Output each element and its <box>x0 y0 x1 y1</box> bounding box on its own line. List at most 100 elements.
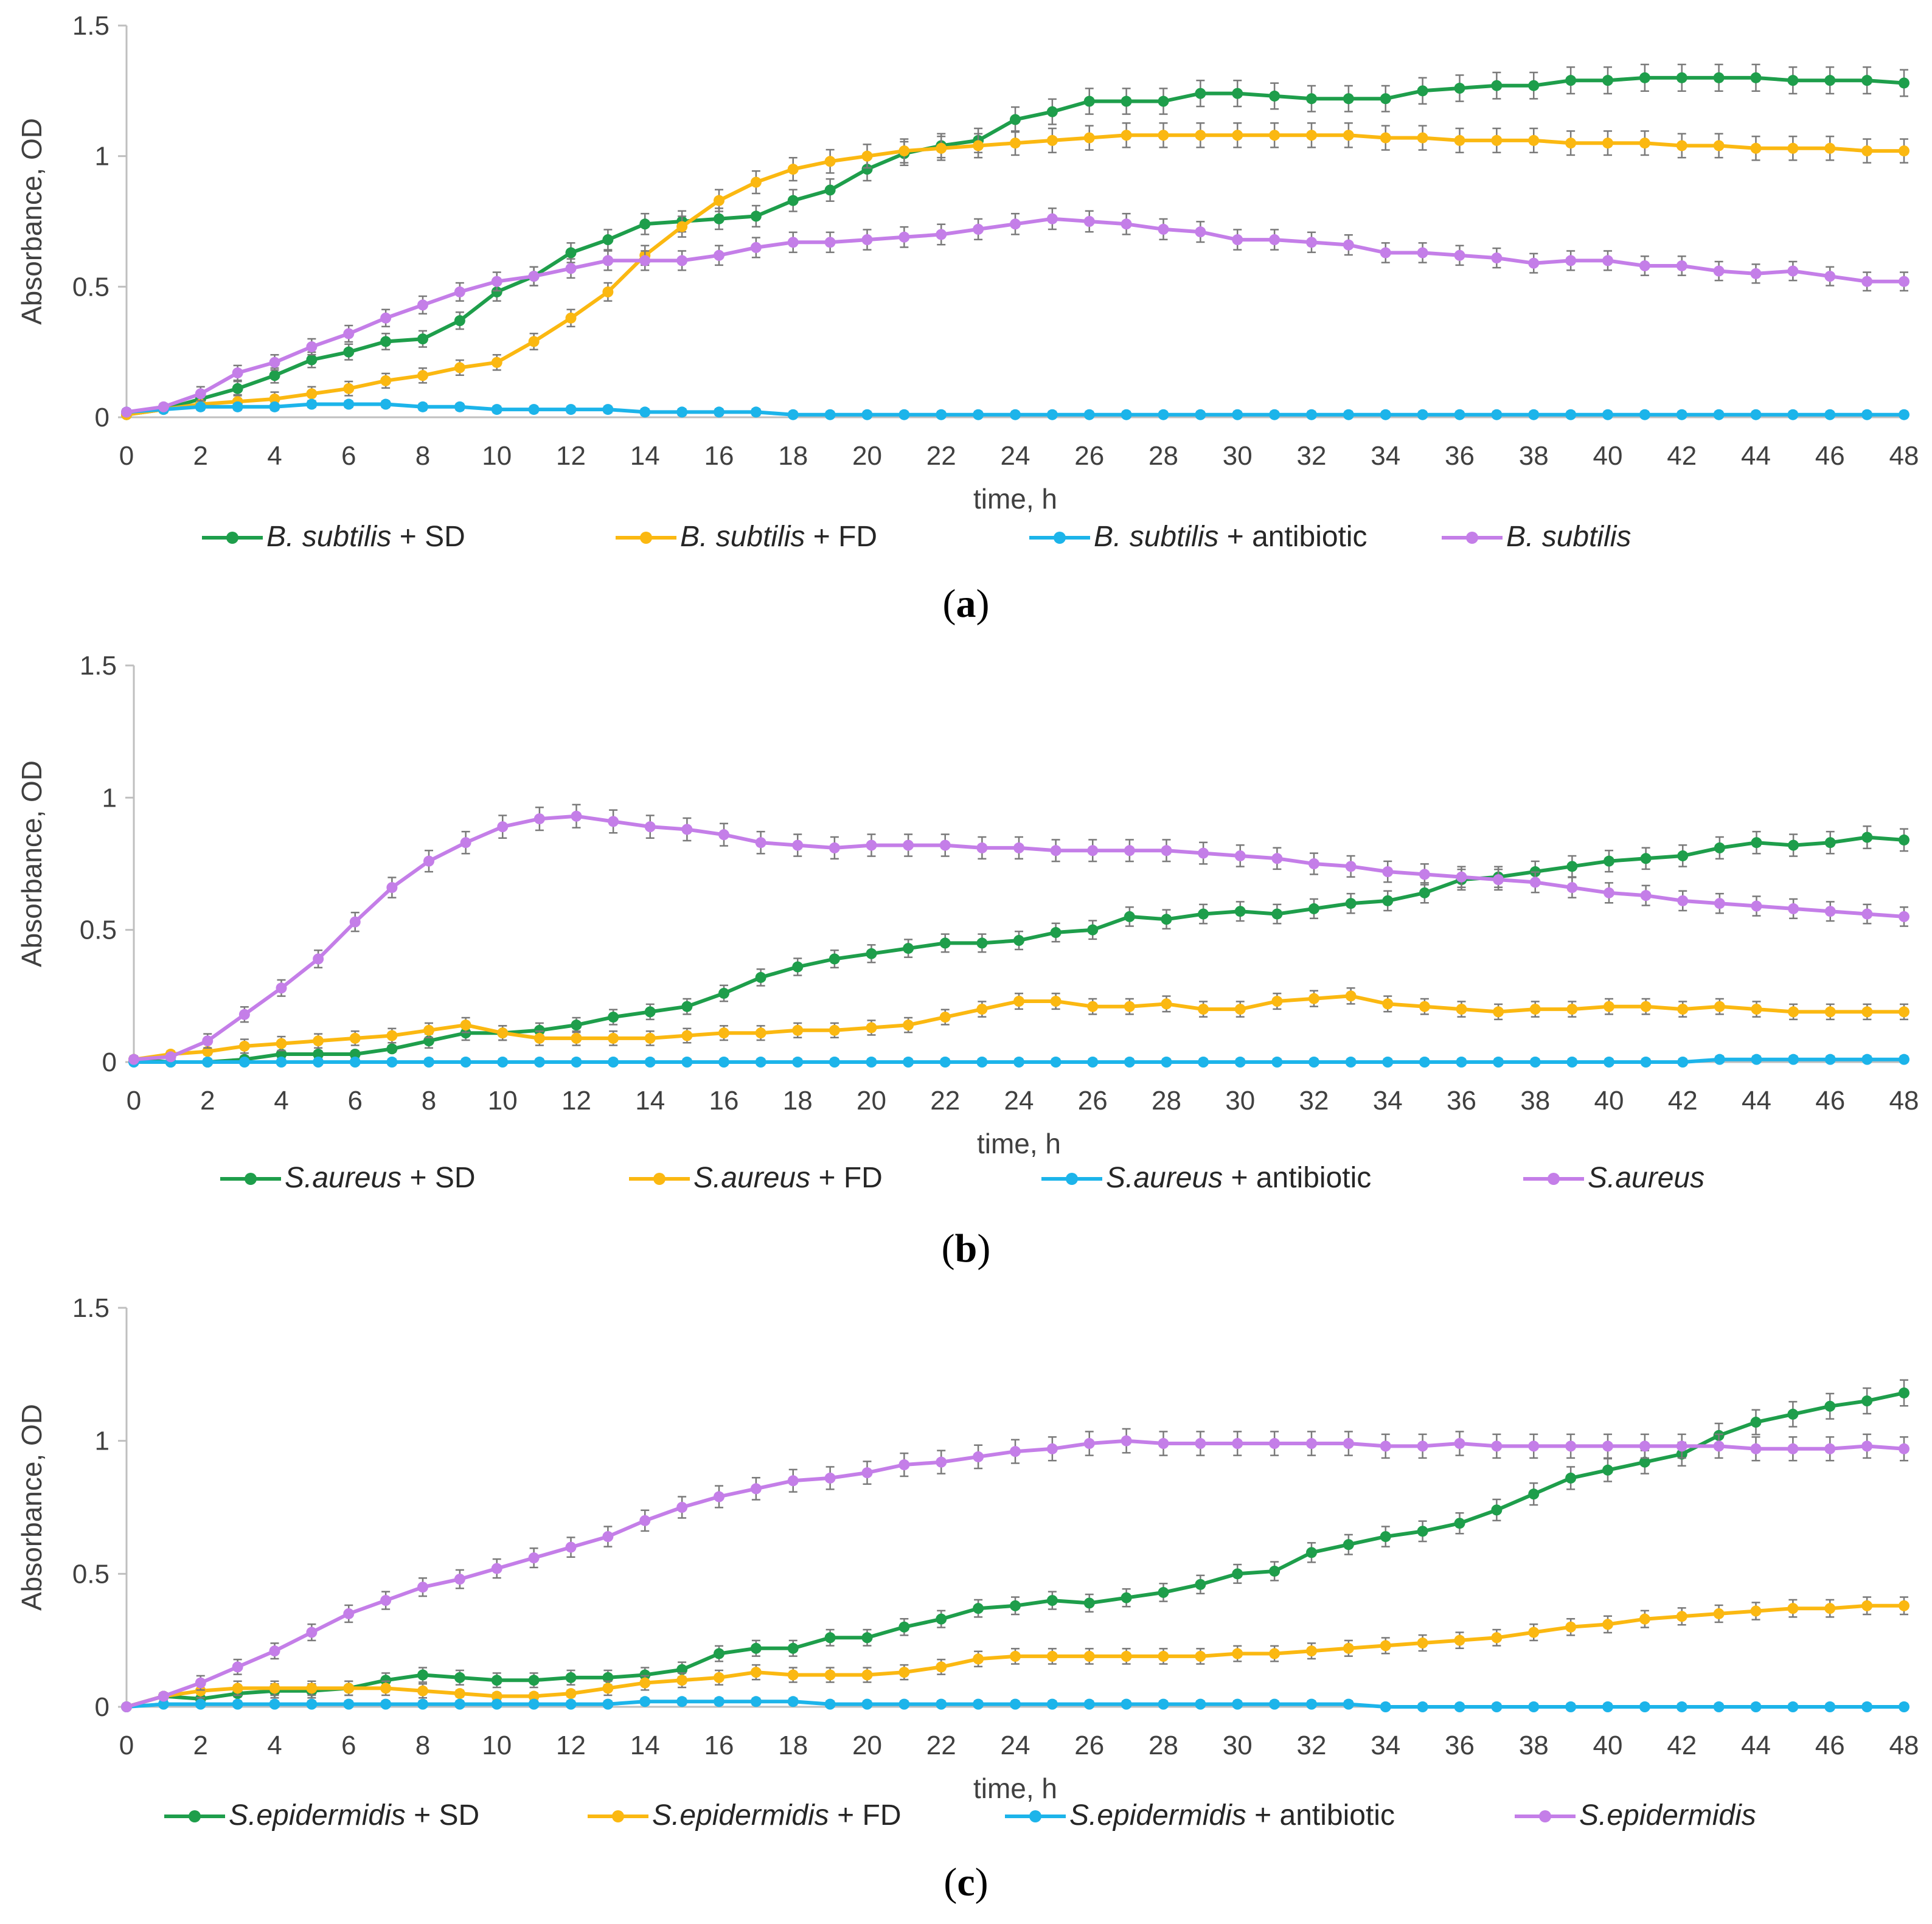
data-point <box>1528 134 1540 146</box>
data-point <box>1639 409 1650 420</box>
data-point <box>276 1048 287 1060</box>
data-point <box>718 987 729 999</box>
data-point <box>1565 137 1577 149</box>
x-tick-label: 40 <box>1593 441 1623 471</box>
data-point <box>232 1683 243 1694</box>
data-point <box>936 142 947 154</box>
data-point <box>973 1603 984 1614</box>
data-point <box>898 231 910 243</box>
data-point <box>639 218 651 230</box>
x-tick-label: 6 <box>341 441 356 471</box>
chart-panel-c: 0 0.5 1 1.5 0 2 4 6 8 10 12 14 16 18 20 22 24 26 28 30 32 34 3… <box>0 1285 1932 1923</box>
data-point <box>898 409 910 420</box>
data-point <box>1713 409 1725 420</box>
legend-label: B. subtilis <box>1506 521 1631 553</box>
data-point <box>644 1057 656 1068</box>
x-tick-label: 18 <box>778 1731 808 1760</box>
data-point <box>939 839 951 851</box>
data-point <box>829 842 840 853</box>
y-axis-title: Absorbance, OD <box>16 118 47 325</box>
data-point <box>1121 409 1132 420</box>
data-point <box>1602 1464 1613 1476</box>
data-point <box>491 1675 502 1686</box>
data-point <box>1121 218 1132 230</box>
data-point <box>1677 850 1689 861</box>
legend-label: S.epidermidis + SD <box>229 1799 479 1832</box>
x-tick-label: 30 <box>1223 441 1253 471</box>
data-point <box>1861 409 1873 420</box>
data-point <box>936 1661 947 1673</box>
legend-item-2: S.epidermidis + FD <box>588 1799 901 1832</box>
data-point <box>454 401 465 412</box>
data-point <box>714 1648 724 1659</box>
data-point <box>787 1696 799 1707</box>
data-point <box>460 837 471 849</box>
series-3 <box>128 1054 1909 1068</box>
x-tick-label: 30 <box>1225 1086 1255 1116</box>
data-point <box>276 982 287 994</box>
data-point <box>158 401 169 412</box>
data-point <box>1676 72 1687 83</box>
data-point <box>232 401 243 412</box>
data-point <box>714 1491 724 1502</box>
chart-panel-b: 0 0.5 1 1.5 0 2 4 6 8 10 12 14 16 18 20 22 24 26 28 30 32 34 3… <box>0 641 1932 1280</box>
data-point <box>1602 1701 1613 1712</box>
data-point <box>1308 1057 1319 1068</box>
data-point <box>1010 137 1021 149</box>
data-point <box>608 1012 619 1023</box>
data-point <box>976 842 988 853</box>
data-point <box>1565 1701 1577 1712</box>
data-point <box>269 356 280 368</box>
data-point <box>528 1698 540 1710</box>
data-point <box>1417 409 1428 420</box>
data-point <box>1158 130 1169 141</box>
data-point <box>602 1531 614 1543</box>
data-point <box>608 1057 619 1068</box>
legend-item-4: S.epidermidis <box>1515 1799 1756 1832</box>
data-point <box>343 1683 355 1694</box>
x-tick-label: 2 <box>193 441 208 471</box>
data-point <box>676 221 688 232</box>
data-point <box>454 1688 465 1700</box>
data-point <box>829 953 840 965</box>
data-point <box>565 312 577 324</box>
x-tick-label: 6 <box>341 1731 356 1760</box>
data-point <box>565 263 577 274</box>
data-point <box>1824 1400 1836 1412</box>
data-point <box>497 821 509 833</box>
x-tick-label: 14 <box>630 441 660 471</box>
data-point <box>1454 1518 1465 1529</box>
data-point <box>1306 409 1317 420</box>
data-point <box>1566 882 1578 894</box>
data-point <box>1787 142 1799 154</box>
data-point <box>343 1698 355 1710</box>
data-point <box>1899 1701 1909 1712</box>
data-point <box>1232 1568 1243 1580</box>
data-point <box>898 1621 910 1633</box>
data-point <box>644 1032 656 1044</box>
legend-label: S.epidermidis + FD <box>652 1799 901 1832</box>
data-point <box>1787 75 1799 86</box>
x-tick-label: 0 <box>127 1086 141 1116</box>
data-point <box>1010 1446 1021 1457</box>
data-point <box>1529 1057 1541 1068</box>
data-point <box>460 1019 471 1031</box>
data-point <box>423 1057 434 1068</box>
data-point <box>528 271 540 282</box>
data-point <box>1195 130 1206 141</box>
data-point <box>417 1685 428 1697</box>
data-point <box>565 404 577 415</box>
data-point <box>1306 1438 1317 1450</box>
data-point <box>1161 1057 1172 1068</box>
data-point <box>1899 1054 1909 1065</box>
data-point <box>903 839 914 851</box>
data-point <box>1124 1001 1135 1012</box>
data-point <box>792 961 804 973</box>
data-point <box>1713 265 1725 277</box>
data-point <box>787 164 799 175</box>
x-tick-label: 16 <box>704 1731 734 1760</box>
data-point <box>1345 1057 1357 1068</box>
x-tick-label: 34 <box>1371 1731 1400 1760</box>
y-tick-label: 1 <box>95 142 109 172</box>
data-point <box>1899 145 1909 157</box>
